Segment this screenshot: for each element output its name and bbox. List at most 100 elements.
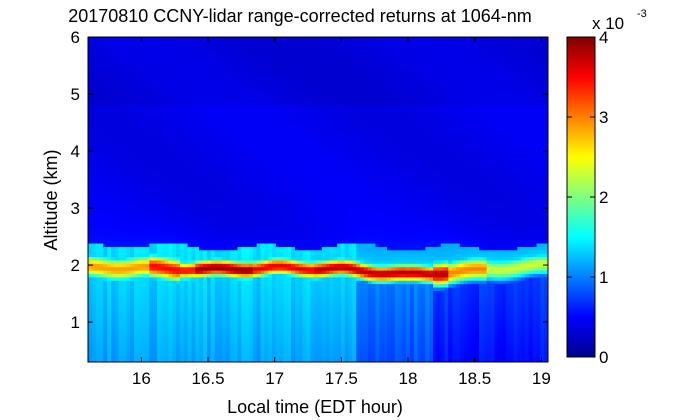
heatmap-cell <box>183 114 189 119</box>
heatmap-cell <box>229 87 235 92</box>
heatmap-cell <box>157 189 162 194</box>
heatmap-cell <box>176 145 181 150</box>
heatmap-cell <box>111 250 116 255</box>
heatmap-cell <box>180 301 185 306</box>
heatmap-cell <box>203 290 208 295</box>
heatmap-cell <box>126 64 131 69</box>
heatmap-cell <box>180 101 185 106</box>
heatmap-cell <box>183 314 189 319</box>
heatmap-cell <box>164 263 170 268</box>
heatmap-cell <box>153 321 158 326</box>
heatmap-cell <box>214 277 219 282</box>
heatmap-cell <box>111 172 116 177</box>
heatmap-cell <box>118 240 124 245</box>
heatmap-cell <box>183 297 189 302</box>
heatmap-cell <box>149 91 154 96</box>
heatmap-cell <box>157 263 162 268</box>
heatmap-cell <box>114 216 120 221</box>
heatmap-cell <box>103 324 108 329</box>
heatmap-cell <box>145 175 150 180</box>
heatmap-cell <box>114 287 120 292</box>
heatmap-cell <box>91 47 97 52</box>
heatmap-cell <box>153 70 158 75</box>
heatmap-cell <box>206 162 212 167</box>
heatmap-cell <box>126 297 131 302</box>
heatmap-cell <box>210 284 216 289</box>
heatmap-cell <box>134 246 139 251</box>
heatmap-cell <box>126 172 131 177</box>
heatmap-cell <box>180 284 185 289</box>
heatmap-cell <box>218 81 223 85</box>
heatmap-cell <box>137 236 143 241</box>
heatmap-cell <box>118 165 124 170</box>
heatmap-cell <box>153 263 158 268</box>
heatmap-cell <box>157 243 162 248</box>
heatmap-cell <box>95 301 101 306</box>
heatmap-cell <box>191 64 196 69</box>
heatmap-cell <box>114 57 120 62</box>
heatmap-cell <box>206 314 212 319</box>
heatmap-cell <box>95 202 101 207</box>
heatmap-cell <box>99 145 104 150</box>
heatmap-cell <box>172 314 177 319</box>
heatmap-cell <box>218 287 223 292</box>
heatmap-cell <box>183 213 189 218</box>
heatmap-cell <box>226 87 231 92</box>
heatmap-cell <box>187 341 193 346</box>
heatmap-cell <box>191 297 196 302</box>
heatmap-cell <box>157 145 162 150</box>
heatmap-cell <box>149 84 154 89</box>
heatmap-cell <box>164 182 170 187</box>
heatmap-cell <box>153 111 158 116</box>
heatmap-cell <box>122 114 127 119</box>
heatmap-cell <box>203 334 208 339</box>
heatmap-cell <box>180 182 185 187</box>
heatmap-cell <box>118 162 124 167</box>
heatmap-cell <box>214 81 219 85</box>
heatmap-cell <box>172 331 177 336</box>
heatmap-cell <box>191 152 196 157</box>
heatmap-cell <box>199 257 204 262</box>
heatmap-cell <box>180 348 185 353</box>
heatmap-cell <box>222 246 227 251</box>
heatmap-cell <box>149 284 154 289</box>
heatmap-cell <box>218 145 223 150</box>
heatmap-cell <box>141 253 147 258</box>
heatmap-cell <box>164 185 170 190</box>
heatmap-cell <box>126 260 131 265</box>
heatmap-cell <box>111 273 116 278</box>
heatmap-cell <box>141 219 147 224</box>
heatmap-cell <box>226 284 231 289</box>
heatmap-cell <box>183 304 189 309</box>
heatmap-cell <box>118 111 124 116</box>
heatmap-cell <box>172 91 177 96</box>
heatmap-cell <box>168 77 173 82</box>
heatmap-cell <box>218 297 223 302</box>
heatmap-cell <box>107 307 112 312</box>
heatmap-cell <box>103 182 108 187</box>
heatmap-cell <box>180 331 185 336</box>
heatmap-cell <box>122 125 127 130</box>
heatmap-cell <box>137 345 143 350</box>
heatmap-cell <box>122 175 127 180</box>
heatmap-cell <box>206 297 212 302</box>
heatmap-cell <box>153 47 158 52</box>
heatmap-cell <box>91 270 97 275</box>
heatmap-cell <box>122 189 127 194</box>
heatmap-cell <box>145 185 150 190</box>
heatmap-cell <box>95 50 101 55</box>
heatmap-cell <box>118 121 124 126</box>
heatmap-cell <box>103 172 108 177</box>
heatmap-cell <box>153 216 158 221</box>
heatmap-cell <box>122 97 127 102</box>
heatmap-cell <box>153 240 158 245</box>
heatmap-cell <box>122 108 127 113</box>
heatmap-cell <box>122 284 127 289</box>
heatmap-cell <box>214 358 219 362</box>
heatmap-cell <box>199 141 204 146</box>
heatmap-cell <box>114 246 120 251</box>
heatmap-cell <box>229 57 235 62</box>
heatmap-cell <box>157 307 162 312</box>
heatmap-cell <box>107 97 112 102</box>
heatmap-cell <box>153 175 158 180</box>
